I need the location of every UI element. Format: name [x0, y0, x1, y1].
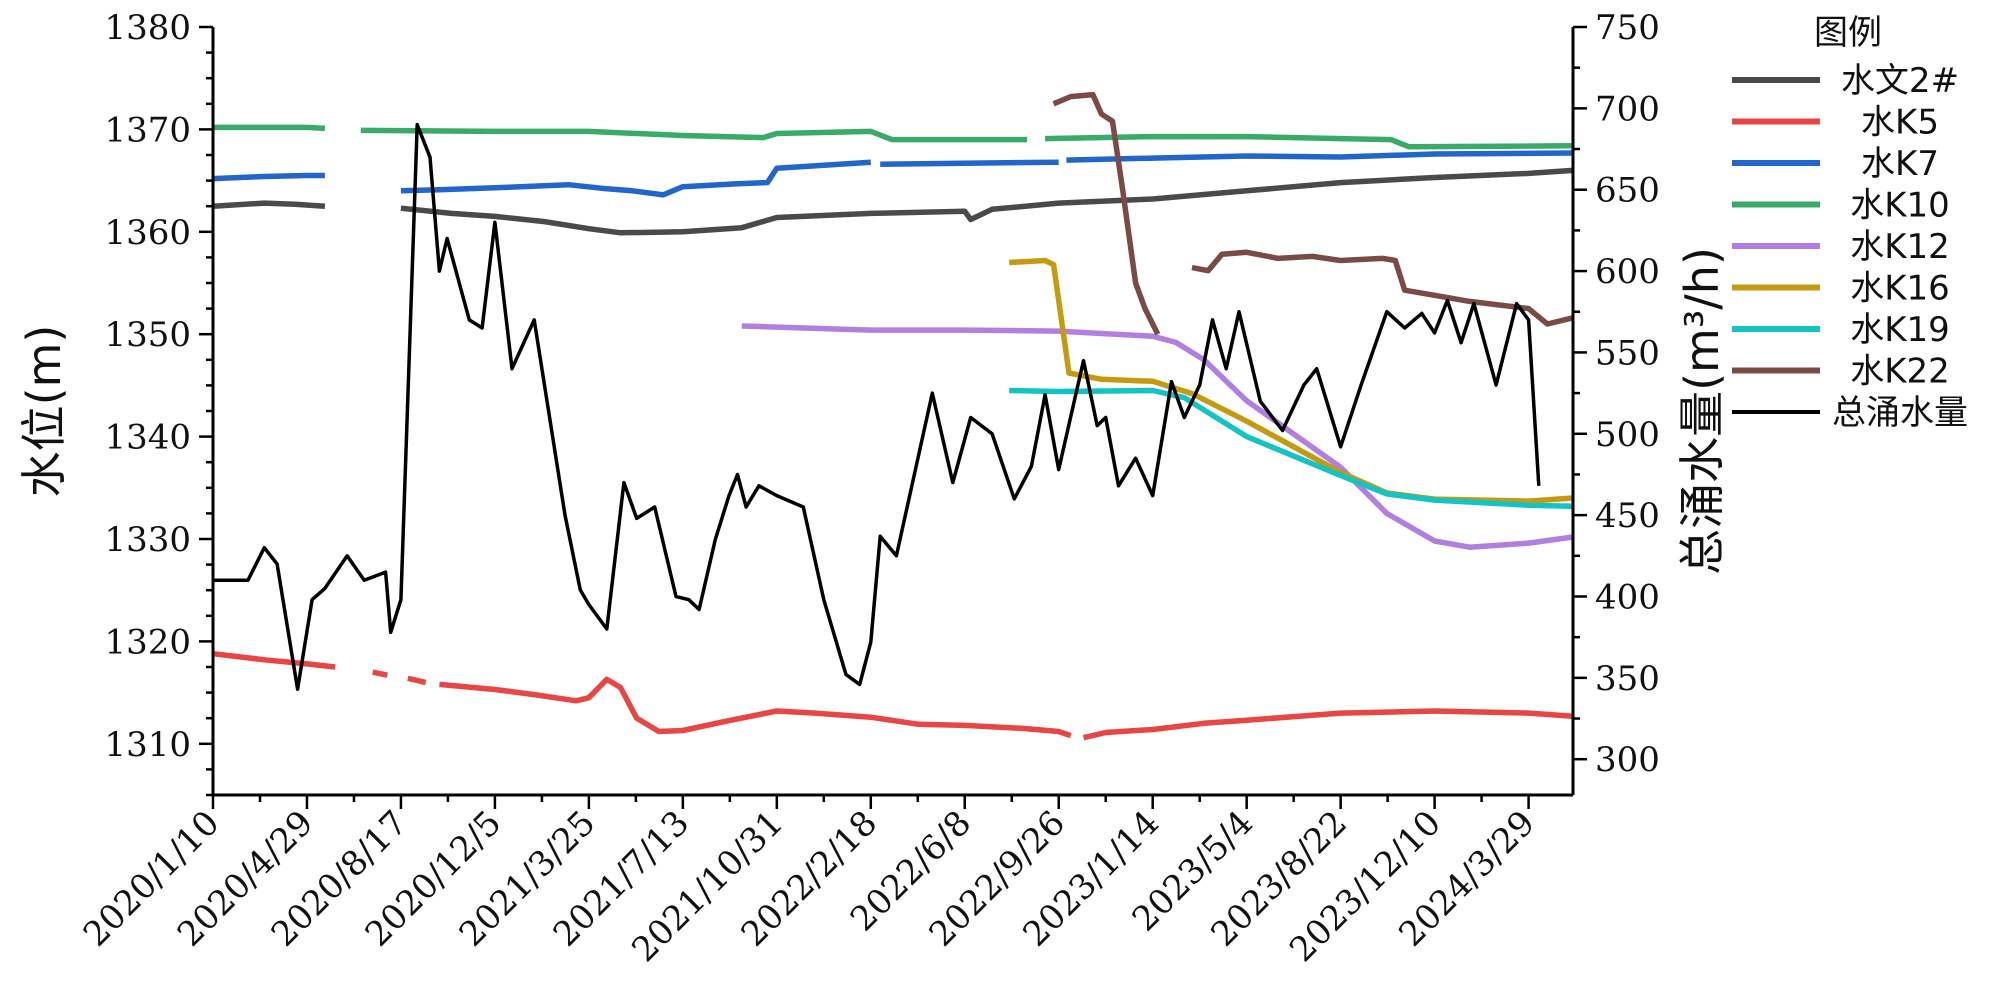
- y2-tick-label-1: 350: [1595, 659, 1660, 699]
- legend-label-2: 水K7: [1861, 144, 1939, 184]
- series-6: [1009, 387, 1574, 509]
- series-line-2-2: [880, 159, 1059, 167]
- legend-label-6: 水K19: [1850, 310, 1950, 350]
- series-4: [741, 323, 1574, 550]
- y2-tick-label-7: 650: [1595, 171, 1660, 211]
- series-line-4-0: [741, 323, 1574, 550]
- y2-tick-label-4: 500: [1595, 415, 1660, 455]
- series-2: [212, 150, 1574, 198]
- y-tick-label-5: 1360: [104, 213, 191, 253]
- series-1: [212, 650, 1574, 741]
- series-8: [213, 122, 1541, 691]
- y-tick-label-0: 1310: [104, 725, 191, 765]
- series-line-3-0: [213, 124, 326, 132]
- series-line-8-0: [213, 122, 1541, 691]
- series-line-5-0: [1009, 257, 1574, 504]
- series-line-1-2: [407, 675, 427, 686]
- y2-tick-label-8: 700: [1595, 89, 1660, 129]
- series-7: [1052, 91, 1574, 336]
- plot-area: [212, 91, 1574, 741]
- series-line-3-2: [1045, 133, 1574, 150]
- series-line-1-1: [372, 669, 388, 678]
- y2-tick-label-9: 750: [1595, 8, 1660, 48]
- legend-title: 图例: [1814, 13, 1882, 53]
- series-line-7-1: [1191, 249, 1574, 327]
- y-tick-label-6: 1370: [104, 110, 191, 150]
- series-line-3-1: [360, 127, 1028, 143]
- series-line-2-3: [1066, 150, 1574, 163]
- y2-tick-label-2: 400: [1595, 577, 1660, 617]
- y-tick-label-2: 1330: [104, 520, 191, 560]
- series-line-2-0: [212, 172, 325, 182]
- series-line-0-0: [212, 200, 326, 209]
- y2-tick-label-5: 550: [1595, 333, 1660, 373]
- legend-label-1: 水K5: [1861, 103, 1939, 143]
- y-tick-label-1: 1320: [104, 622, 191, 662]
- series-line-6-0: [1009, 387, 1574, 509]
- series-3: [213, 124, 1574, 150]
- y2-tick-label-6: 600: [1595, 252, 1660, 292]
- series-line-1-0: [212, 650, 336, 670]
- y-tick-label-4: 1350: [104, 315, 191, 355]
- y2-axis-title: 总涌水量(m³/h): [1675, 247, 1729, 575]
- series-line-2-1: [400, 159, 871, 198]
- y-tick-label-3: 1340: [104, 418, 191, 458]
- legend-label-5: 水K16: [1850, 269, 1950, 309]
- series-line-1-3: [439, 676, 1072, 739]
- series-line-0-1: [400, 167, 1574, 236]
- y-axis-title: 水位(m): [17, 325, 71, 498]
- legend-label-0: 水文2#: [1841, 61, 1959, 101]
- y-tick-label-7: 1380: [104, 8, 191, 48]
- series-line-1-4: [1082, 708, 1574, 741]
- legend-label-7: 水K22: [1850, 352, 1950, 392]
- legend-label-3: 水K10: [1850, 186, 1950, 226]
- y2-tick-label-3: 450: [1595, 496, 1660, 536]
- legend-label-8: 总涌水量: [1832, 393, 1968, 433]
- y2-tick-label-0: 300: [1595, 740, 1660, 780]
- legend-label-4: 水K12: [1850, 227, 1950, 267]
- series-line-7-0: [1052, 91, 1161, 336]
- series-5: [1009, 257, 1574, 504]
- series-0: [212, 167, 1574, 236]
